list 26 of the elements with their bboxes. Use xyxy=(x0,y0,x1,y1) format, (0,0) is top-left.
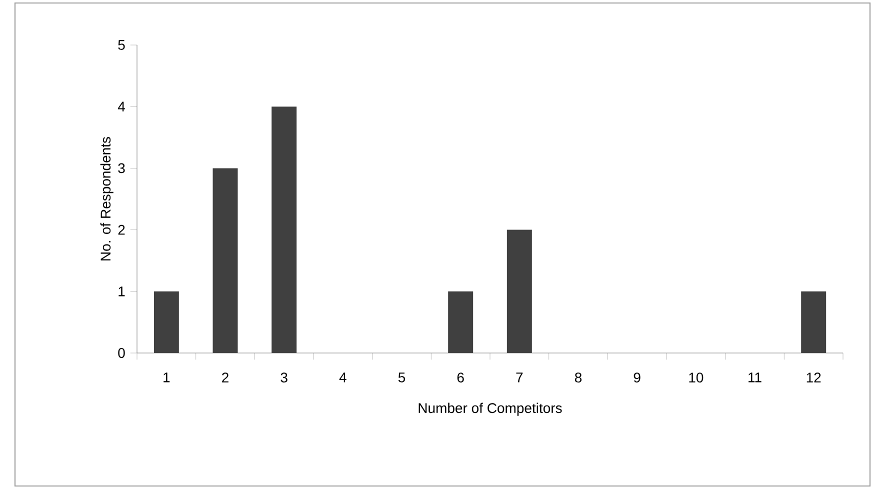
x-tick-label: 2 xyxy=(222,372,228,382)
x-tick-label: 8 xyxy=(574,372,582,383)
y-tick-label: 1 xyxy=(118,286,125,296)
x-tick-label: 3 xyxy=(280,372,288,383)
y-tick-label: 2 xyxy=(118,224,125,235)
x-tick-label: 7 xyxy=(516,372,523,382)
x-tick-label: 9 xyxy=(634,372,640,383)
y-tick-label: 4 xyxy=(118,102,125,112)
y-axis-title: No. of Respondents xyxy=(100,137,114,260)
x-tick-label: 5 xyxy=(398,372,406,382)
x-tick-label: 6 xyxy=(457,372,464,383)
x-tick-label: 1 xyxy=(164,372,170,382)
bar xyxy=(154,291,179,353)
y-tick-label: 0 xyxy=(118,348,125,358)
y-tick-label: 5 xyxy=(118,40,125,50)
x-tick-label: 10 xyxy=(689,372,704,383)
x-tick-label: 11 xyxy=(748,372,762,382)
bar xyxy=(506,230,532,353)
x-tick-label: 4 xyxy=(339,372,346,382)
bar xyxy=(801,291,826,353)
x-tick-label: 12 xyxy=(806,372,821,382)
bar xyxy=(448,291,474,353)
x-axis-title: Number of Competitors xyxy=(418,402,562,416)
bar xyxy=(212,168,238,353)
bar xyxy=(272,106,297,353)
y-tick-label: 3 xyxy=(118,163,125,174)
